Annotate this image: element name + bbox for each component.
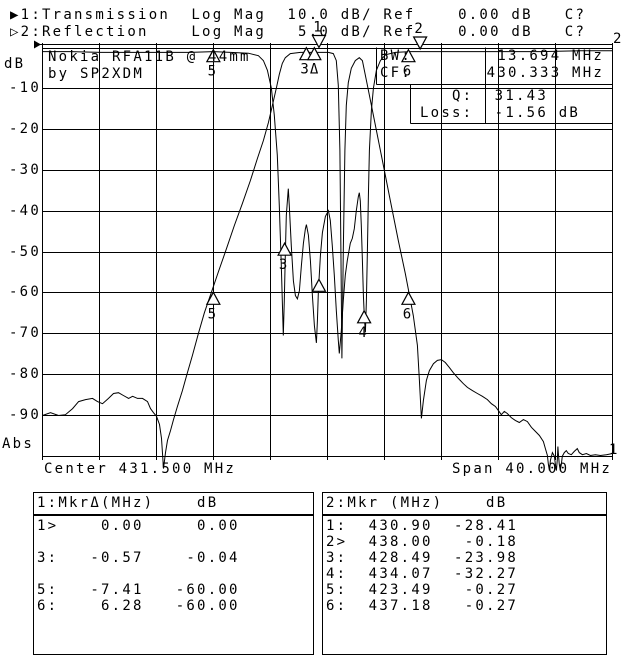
marker-6-ch1-icon [400,291,416,305]
y-tick-label: -10 [8,80,41,97]
marker-table-ch1-rows: 1> 0.00 0.00 3: -0.57 -0.04 5: -7.41 -60… [37,518,240,614]
marker-table-ch1-header: 1:MkrΔ(MHz) dB [34,493,313,516]
marker-5-ch1-icon [205,291,221,305]
y-tick-label: -40 [8,202,41,219]
trace1-edge-indicator: 1 [609,442,620,458]
y-axis-bottom-label: Abs [2,436,35,452]
trace2-edge-indicator: 2 [613,31,624,47]
y-tick-label: -20 [8,121,41,138]
marker-1-ch1-label: 1 [313,20,322,36]
marker-4-ch2-label: 4 [358,325,367,341]
marker-table-ch2-rows: 1: 430.90 -28.41 2> 438.00 -0.18 3: 428.… [326,518,519,614]
y-tick-label: -70 [8,325,41,342]
marker-1-ch2-icon [311,278,327,292]
y-tick-label: -50 [8,243,41,260]
marker-table-ch1: 1:MkrΔ(MHz) dB 1> 0.00 0.00 3: -0.57 -0.… [33,492,314,655]
marker-5-ch1-label: 5 [208,306,217,322]
bw-readout: BW: 13.694 MHz [380,48,605,64]
y-tick-label: -30 [8,161,41,178]
y-tick-label: -90 [8,406,41,423]
transmission-trace [42,51,613,471]
span-label: Span 40.000 MHz [452,461,613,477]
markers: 1 3Δ 5 6 2 3 4 5 6 [205,20,428,341]
y-axis-unit: dB [4,56,26,72]
graticule [42,43,613,460]
marker-1-ch1-icon [311,34,327,49]
channel1-header: ▶1:Transmission Log Mag 10.0 dB/ Ref 0.0… [10,7,587,23]
plot-title-line1: Nokia RFA11B @ 44mm [48,49,251,65]
reflection-trace [42,50,613,354]
y-tick-label: -60 [8,284,41,301]
marker-6-ch1-label: 6 [403,306,412,322]
marker-6-ch2-label: 6 [403,64,412,80]
marker-5-ch2-icon [205,48,221,63]
marker-table-ch2: 2:Mkr (MHz) dB 1: 430.90 -28.41 2> 438.0… [322,492,607,655]
marker-3d-ch1-icon [306,46,322,61]
marker-2-ch2-label: 2 [414,21,423,37]
marker-3-ch2-icon [277,241,293,256]
cf-readout: CF: 430.333 MHz [380,65,605,81]
plot-title-line2: by SP2XDM [48,66,145,82]
marker-4-ch2-icon [356,309,372,324]
marker-5-ch2-label: 5 [208,64,217,80]
marker-2-ch2-icon [412,36,428,51]
q-readout: Q: 31.43 [420,88,549,104]
traces [42,50,613,471]
center-frequency-label: Center 431.500 MHz [44,461,237,477]
marker-3-ch2-label: 3 [279,257,288,273]
ref-position-marker-icon [34,40,41,49]
y-tick-label: -80 [8,365,41,382]
channel2-header: ▷2:Reflection Log Mag 5.0 dB/ Ref 0.00 d… [10,24,587,40]
loss-readout: Loss: -1.56 dB [420,105,581,121]
marker-3d-ch1-label: 3Δ [300,62,319,78]
marker-6-ch2-icon [400,48,416,63]
marker-table-ch2-header: 2:Mkr (MHz) dB [323,493,606,516]
